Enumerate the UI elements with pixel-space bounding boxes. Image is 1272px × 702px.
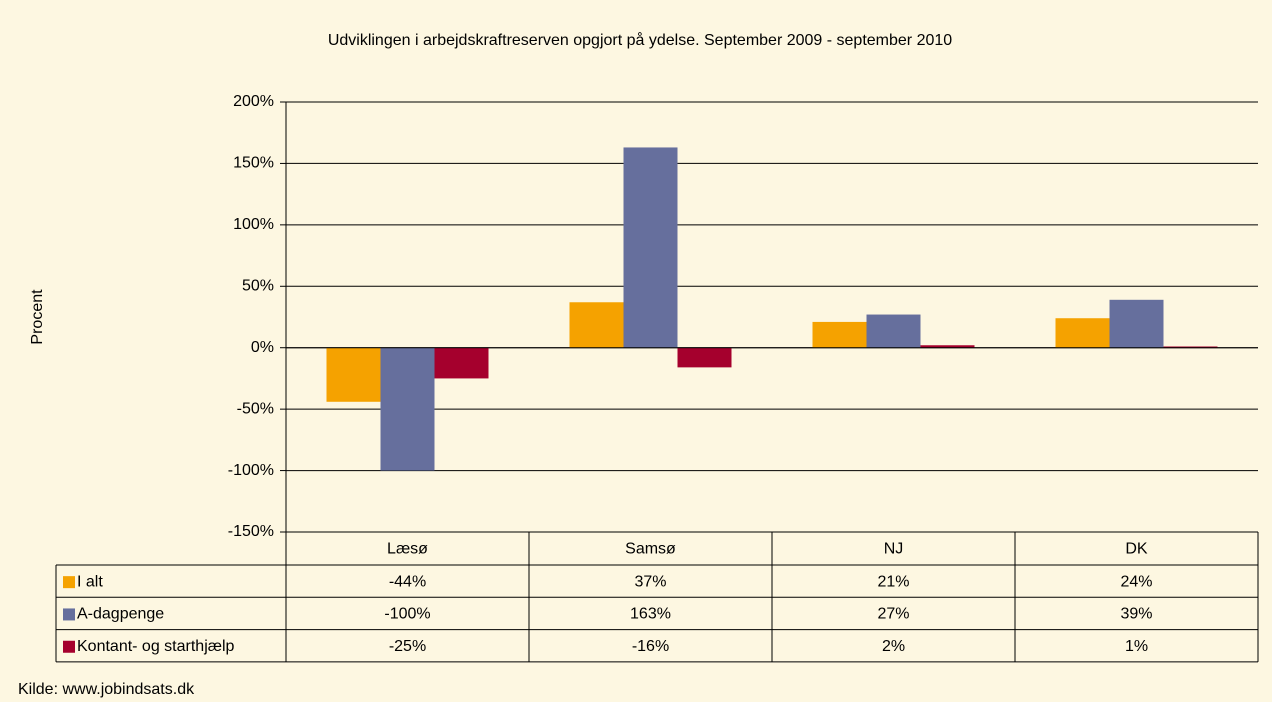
y-tick-label: 50% bbox=[242, 278, 274, 295]
table-value: 39% bbox=[1120, 606, 1152, 623]
x-tick-label: Læsø bbox=[387, 541, 428, 558]
table-value: 2% bbox=[882, 638, 905, 655]
bar bbox=[677, 347, 732, 368]
x-tick-label: Samsø bbox=[625, 541, 676, 558]
table-value: 163% bbox=[630, 606, 671, 623]
table-value: 27% bbox=[877, 606, 909, 623]
table-value: 21% bbox=[877, 573, 909, 590]
bar bbox=[434, 347, 489, 379]
legend-label: I alt bbox=[77, 573, 103, 590]
bar bbox=[569, 302, 624, 348]
y-tick-label: -100% bbox=[228, 462, 274, 479]
bar bbox=[1109, 299, 1164, 348]
table-value: 24% bbox=[1120, 573, 1152, 590]
table-value: 37% bbox=[634, 573, 666, 590]
y-tick-label: 200% bbox=[233, 93, 274, 110]
y-tick-label: 150% bbox=[233, 155, 274, 172]
bar bbox=[920, 345, 975, 348]
bar bbox=[812, 321, 867, 348]
table-value: 1% bbox=[1125, 638, 1148, 655]
bar bbox=[1055, 318, 1110, 348]
bar bbox=[623, 147, 678, 348]
bar bbox=[326, 347, 381, 402]
y-tick-label: 100% bbox=[233, 216, 274, 233]
legend-swatch bbox=[63, 608, 75, 621]
bar bbox=[866, 314, 921, 348]
legend-label: A-dagpenge bbox=[77, 606, 164, 623]
chart-title: Udviklingen i arbejdskraftreserven opgjo… bbox=[328, 31, 952, 49]
table-value: -44% bbox=[389, 573, 426, 590]
bar bbox=[380, 347, 435, 471]
table-value: -16% bbox=[632, 638, 669, 655]
table-value: -25% bbox=[389, 638, 426, 655]
bar bbox=[1163, 346, 1218, 348]
x-tick-label: NJ bbox=[884, 541, 904, 558]
table-value: -100% bbox=[384, 606, 430, 623]
legend-swatch bbox=[63, 576, 75, 589]
y-axis-label: Procent bbox=[29, 289, 46, 345]
y-tick-label: -150% bbox=[228, 523, 274, 540]
legend-label: Kontant- og starthjælp bbox=[77, 638, 235, 655]
x-tick-label: DK bbox=[1125, 541, 1148, 558]
y-tick-label: 0% bbox=[251, 339, 274, 356]
source: Kilde: www.jobindsats.dk bbox=[18, 681, 195, 698]
legend-swatch bbox=[63, 640, 75, 653]
y-tick-label: -50% bbox=[237, 400, 274, 417]
